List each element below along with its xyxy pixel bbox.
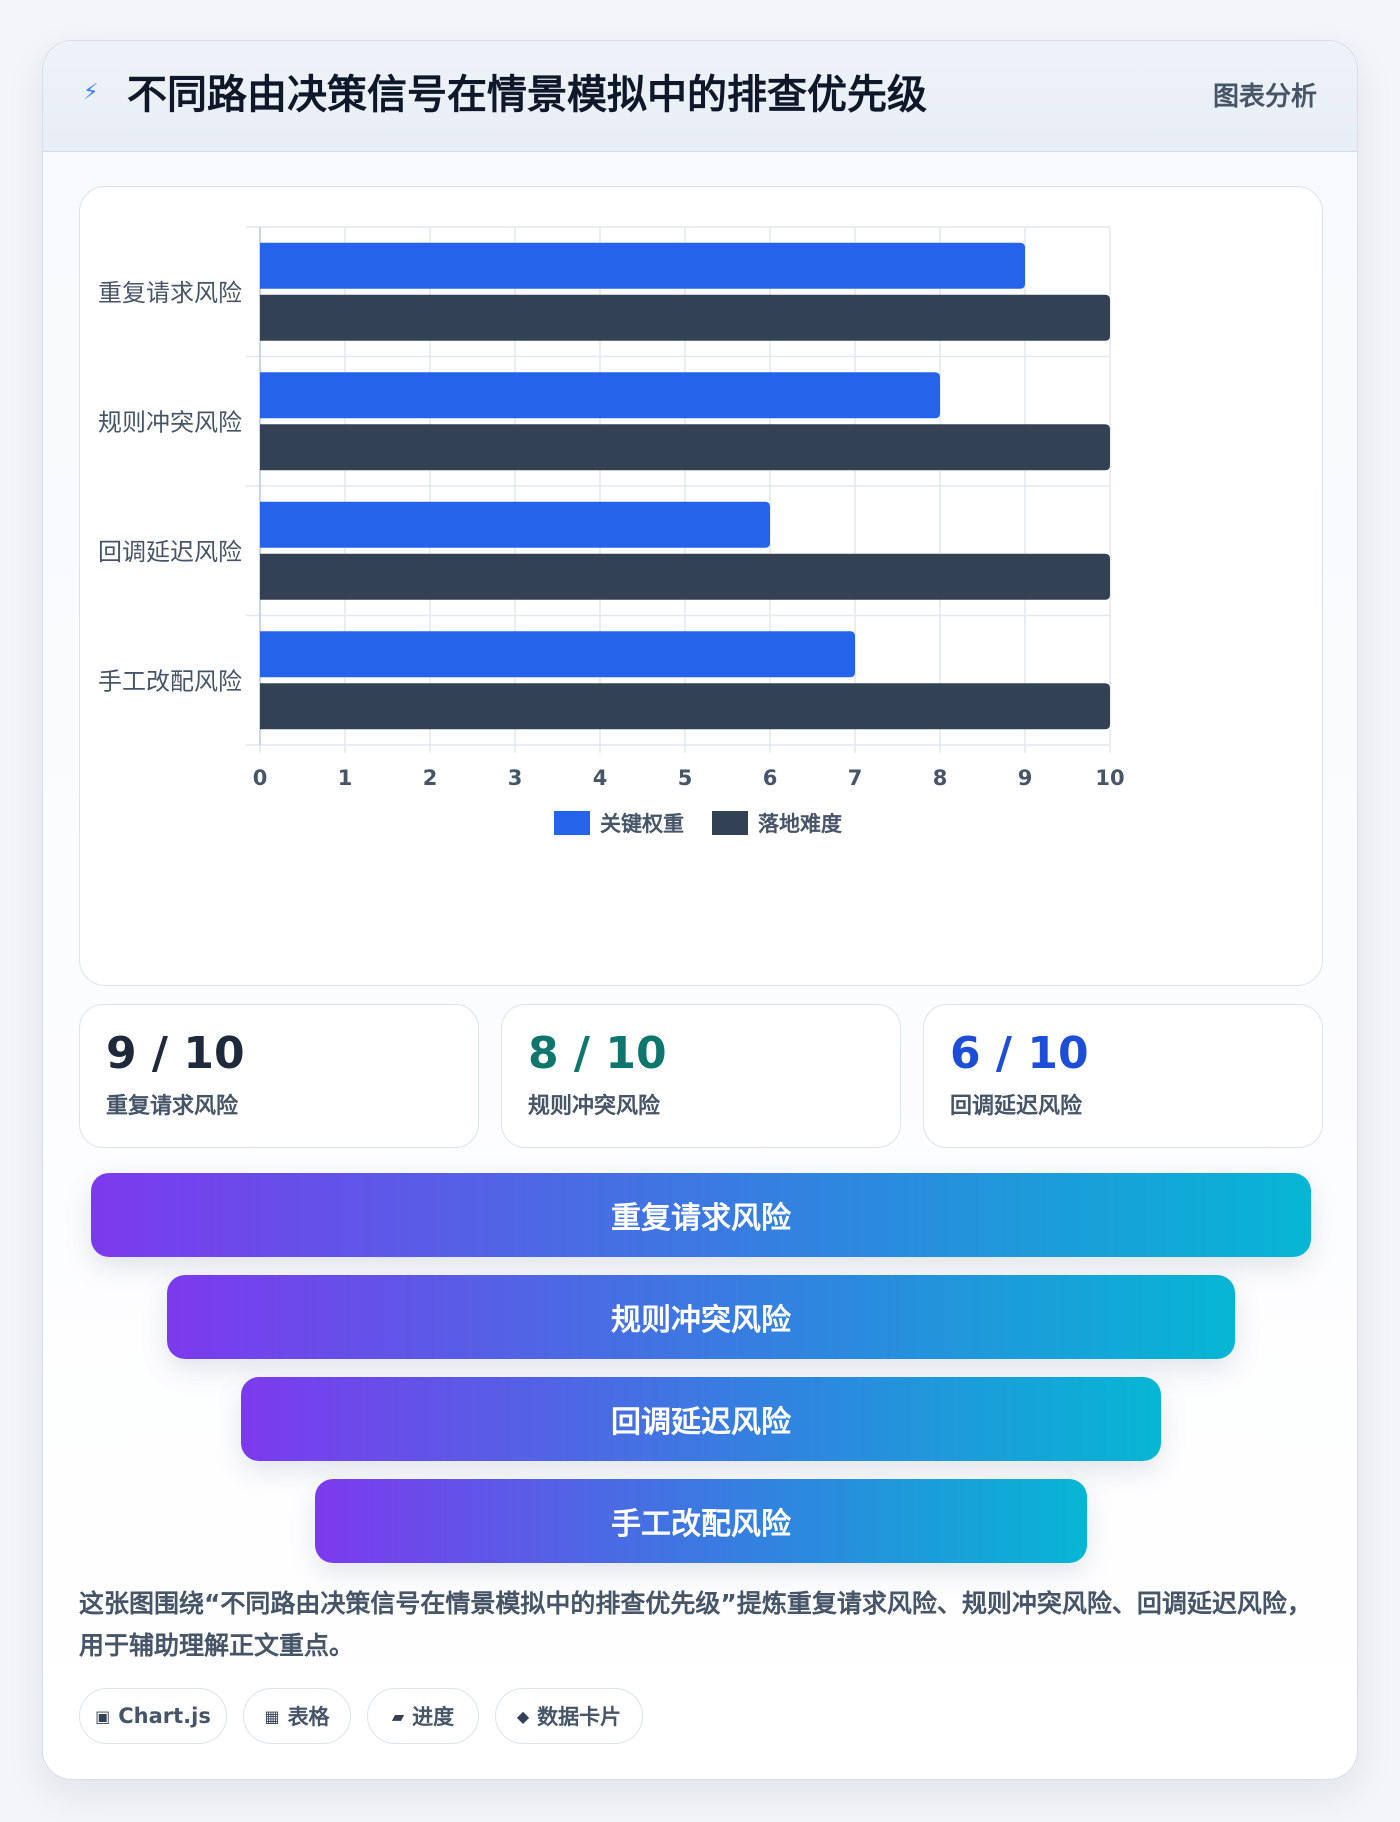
card-icon: ◆ <box>516 1706 530 1726</box>
chip-label: 表格 <box>287 1705 330 1729</box>
funnel-step: 回调延迟风险 <box>241 1377 1161 1461</box>
chip-data-card[interactable]: ◆ 数据卡片 <box>495 1688 643 1744</box>
y-tick-label: 重复请求风险 <box>98 279 242 307</box>
stat-card: 6 / 10 回调延迟风险 <box>923 1004 1323 1148</box>
chart-tag: 图表分析 <box>1212 82 1317 112</box>
bar-difficulty <box>260 424 1110 471</box>
stat-label: 回调延迟风险 <box>950 1094 1083 1119</box>
bar-difficulty <box>260 553 1110 600</box>
chip-table[interactable]: ▦ 表格 <box>243 1688 351 1744</box>
chart-summary: 这张图围绕“不同路由决策信号在情景模拟中的排查优先级”提炼重复请求风险、规则冲突… <box>79 1589 1312 1660</box>
stat-value: 9 / 10 <box>106 1028 245 1079</box>
x-tick-label: 9 <box>1018 766 1033 790</box>
x-tick-label: 1 <box>338 766 353 790</box>
bar-chart-panel: 重复请求风险 规则冲突风险 回调延迟风险 手工改配风险 0 1 2 3 4 5 6 7 8 9 10 关键权重… <box>79 186 1323 986</box>
bar-difficulty <box>260 683 1110 730</box>
stat-value: 8 / 10 <box>528 1028 667 1079</box>
stat-label: 重复请求风险 <box>106 1094 239 1119</box>
chip-progress[interactable]: ▰ 进度 <box>367 1688 479 1744</box>
chip-label: 数据卡片 <box>537 1705 622 1729</box>
x-tick-label: 8 <box>933 766 948 790</box>
card-header: ⚡︎ 不同路由决策信号在情景模拟中的排查优先级 图表分析 <box>43 41 1357 152</box>
bolt-icon: ⚡︎ <box>83 80 99 105</box>
chart-card: ⚡︎ 不同路由决策信号在情景模拟中的排查优先级 图表分析 重复请求风险 规则冲突风… <box>42 40 1358 1780</box>
stat-card: 8 / 10 规则冲突风险 <box>501 1004 901 1148</box>
funnel-step: 重复请求风险 <box>91 1173 1311 1257</box>
table-icon: ▦ <box>264 1706 280 1726</box>
x-tick-label: 2 <box>423 766 438 790</box>
chart-icon: ▣ <box>95 1706 111 1726</box>
chip-label: Chart.js <box>118 1704 211 1728</box>
chip-label: 进度 <box>412 1705 455 1729</box>
stat-label: 规则冲突风险 <box>528 1094 661 1119</box>
bar-difficulty <box>260 294 1110 341</box>
legend-label: 落地难度 <box>758 812 842 836</box>
bar-key-weight <box>260 372 940 419</box>
bar-key-weight <box>260 631 855 678</box>
legend-swatch <box>712 811 748 835</box>
y-tick-label: 回调延迟风险 <box>98 538 242 566</box>
chip-chartjs[interactable]: ▣ Chart.js <box>79 1688 227 1744</box>
bar-key-weight <box>260 501 770 548</box>
x-tick-label: 10 <box>1095 766 1124 790</box>
x-tick-label: 7 <box>848 766 863 790</box>
funnel-step: 规则冲突风险 <box>167 1275 1235 1359</box>
y-tick-label: 规则冲突风险 <box>98 408 242 436</box>
x-tick-label: 0 <box>253 766 268 790</box>
bar-key-weight <box>260 242 1025 289</box>
progress-icon: ▰ <box>391 1706 405 1726</box>
x-tick-label: 6 <box>763 766 778 790</box>
legend-label: 关键权重 <box>600 812 684 836</box>
chart-title: 不同路由决策信号在情景模拟中的排查优先级 <box>127 72 927 118</box>
legend-swatch <box>554 811 590 835</box>
funnel-step: 手工改配风险 <box>315 1479 1087 1563</box>
stat-value: 6 / 10 <box>950 1028 1089 1079</box>
y-tick-label: 手工改配风险 <box>98 667 242 695</box>
stat-card: 9 / 10 重复请求风险 <box>79 1004 479 1148</box>
x-tick-label: 3 <box>508 766 523 790</box>
x-tick-label: 5 <box>678 766 693 790</box>
x-tick-label: 4 <box>593 766 608 790</box>
